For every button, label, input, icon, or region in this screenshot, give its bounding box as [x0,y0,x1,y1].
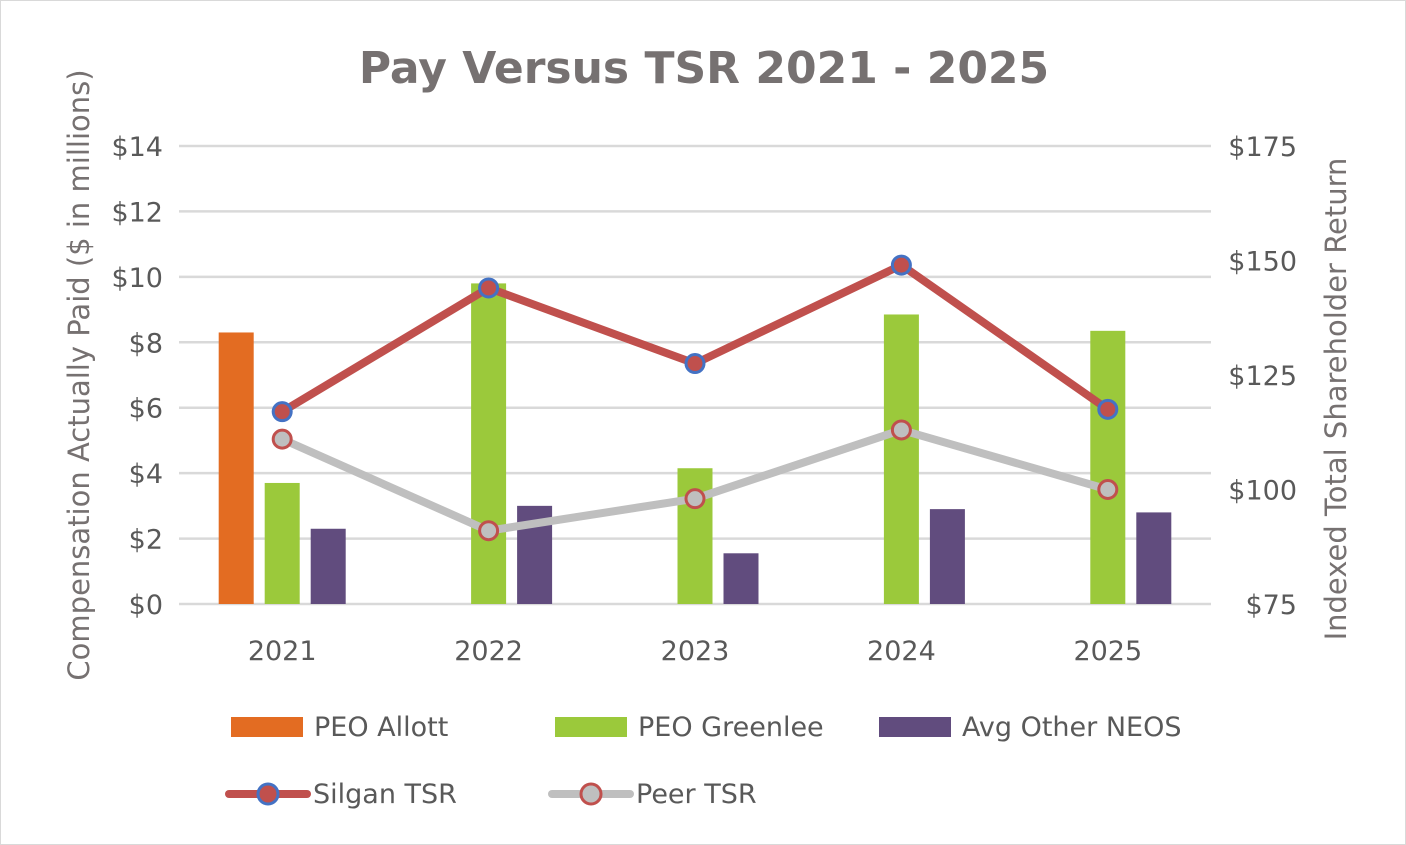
y-right-tick-label: $150 [1228,247,1297,278]
legend-label-peer-tsr: Peer TSR [636,779,757,810]
bar-peo-greenlee-2021 [264,482,300,604]
y-left-tick-label: $8 [129,328,163,359]
bar-peo-allott-2021 [218,332,254,604]
y-left-tick-label: $6 [129,394,163,425]
bar-peo-greenlee-2025 [1090,330,1126,604]
silgan-tsr-marker-2022 [478,277,500,299]
legend-label-peo-allott: PEO Allott [314,712,448,743]
peer-tsr-marker-2021 [271,428,293,450]
legend-label-avg-other-neos: Avg Other NEOS [962,712,1181,743]
y-left-tick-label: $10 [111,263,163,294]
y-left-tick-label: $14 [111,132,163,163]
legend-label-silgan-tsr: Silgan TSR [313,779,457,810]
x-tick-label: 2022 [454,636,523,667]
x-tick-label: 2024 [867,636,936,667]
bars [218,283,1172,604]
bar-peo-greenlee-2022 [471,283,507,604]
lines [271,254,1119,542]
x-tick-labels: 2021 2022 2023 2024 2025 [248,636,1142,667]
silgan-tsr-marker-2024 [890,254,912,276]
y-left-tick-label: $0 [129,590,163,621]
y-left-tick-label: $2 [129,525,163,556]
legend: PEO Allott PEO Greenlee Avg Other NEOS Silg… [225,712,1181,810]
peer-tsr-marker-2025 [1097,479,1119,500]
y-right-tick-label: $75 [1245,590,1297,621]
legend-swatch-peo-allott [231,717,303,737]
left-tick-labels: $0 $2 $4 $6 $8 $10 $12 $14 [111,132,163,621]
y-left-axis-title: Compensation Actually Paid ($ in million… [62,69,96,680]
peer-tsr-marker-2024 [890,419,912,441]
bar-peo-greenlee-2024 [883,314,919,604]
right-tick-labels: $75 $100 $125 $150 $175 [1228,132,1297,621]
legend-label-peo-greenlee: PEO Greenlee [638,712,824,743]
silgan-tsr-marker-2023 [684,353,706,375]
bar-avg-other-neos-2025 [1136,512,1172,604]
bar-avg-other-neos-2021 [310,528,346,604]
peer-tsr-marker-2022 [478,520,500,542]
y-right-axis-title: Indexed Total Shareholder Return [1319,158,1353,641]
y-left-tick-label: $12 [111,197,163,228]
x-tick-label: 2025 [1073,636,1142,667]
bar-avg-other-neos-2023 [723,553,759,604]
x-tick-label: 2021 [248,636,317,667]
y-left-tick-label: $4 [129,459,163,490]
legend-swatch-peo-greenlee [555,717,627,737]
legend-marker-peer-tsr [579,782,603,806]
x-tick-label: 2023 [661,636,730,667]
silgan-tsr-marker-2021 [271,401,293,423]
bar-avg-other-neos-2024 [929,509,965,604]
legend-marker-silgan-tsr [256,782,280,806]
y-right-tick-label: $175 [1228,132,1297,163]
legend-swatch-avg-other-neos [879,717,951,737]
y-right-tick-label: $100 [1228,476,1297,507]
silgan-tsr-line [278,261,1112,416]
y-right-tick-label: $125 [1228,361,1297,392]
peer-tsr-marker-2023 [684,488,706,510]
silgan-tsr-marker-2025 [1097,398,1119,420]
chart-title: Pay Versus TSR 2021 - 2025 [359,43,1049,94]
